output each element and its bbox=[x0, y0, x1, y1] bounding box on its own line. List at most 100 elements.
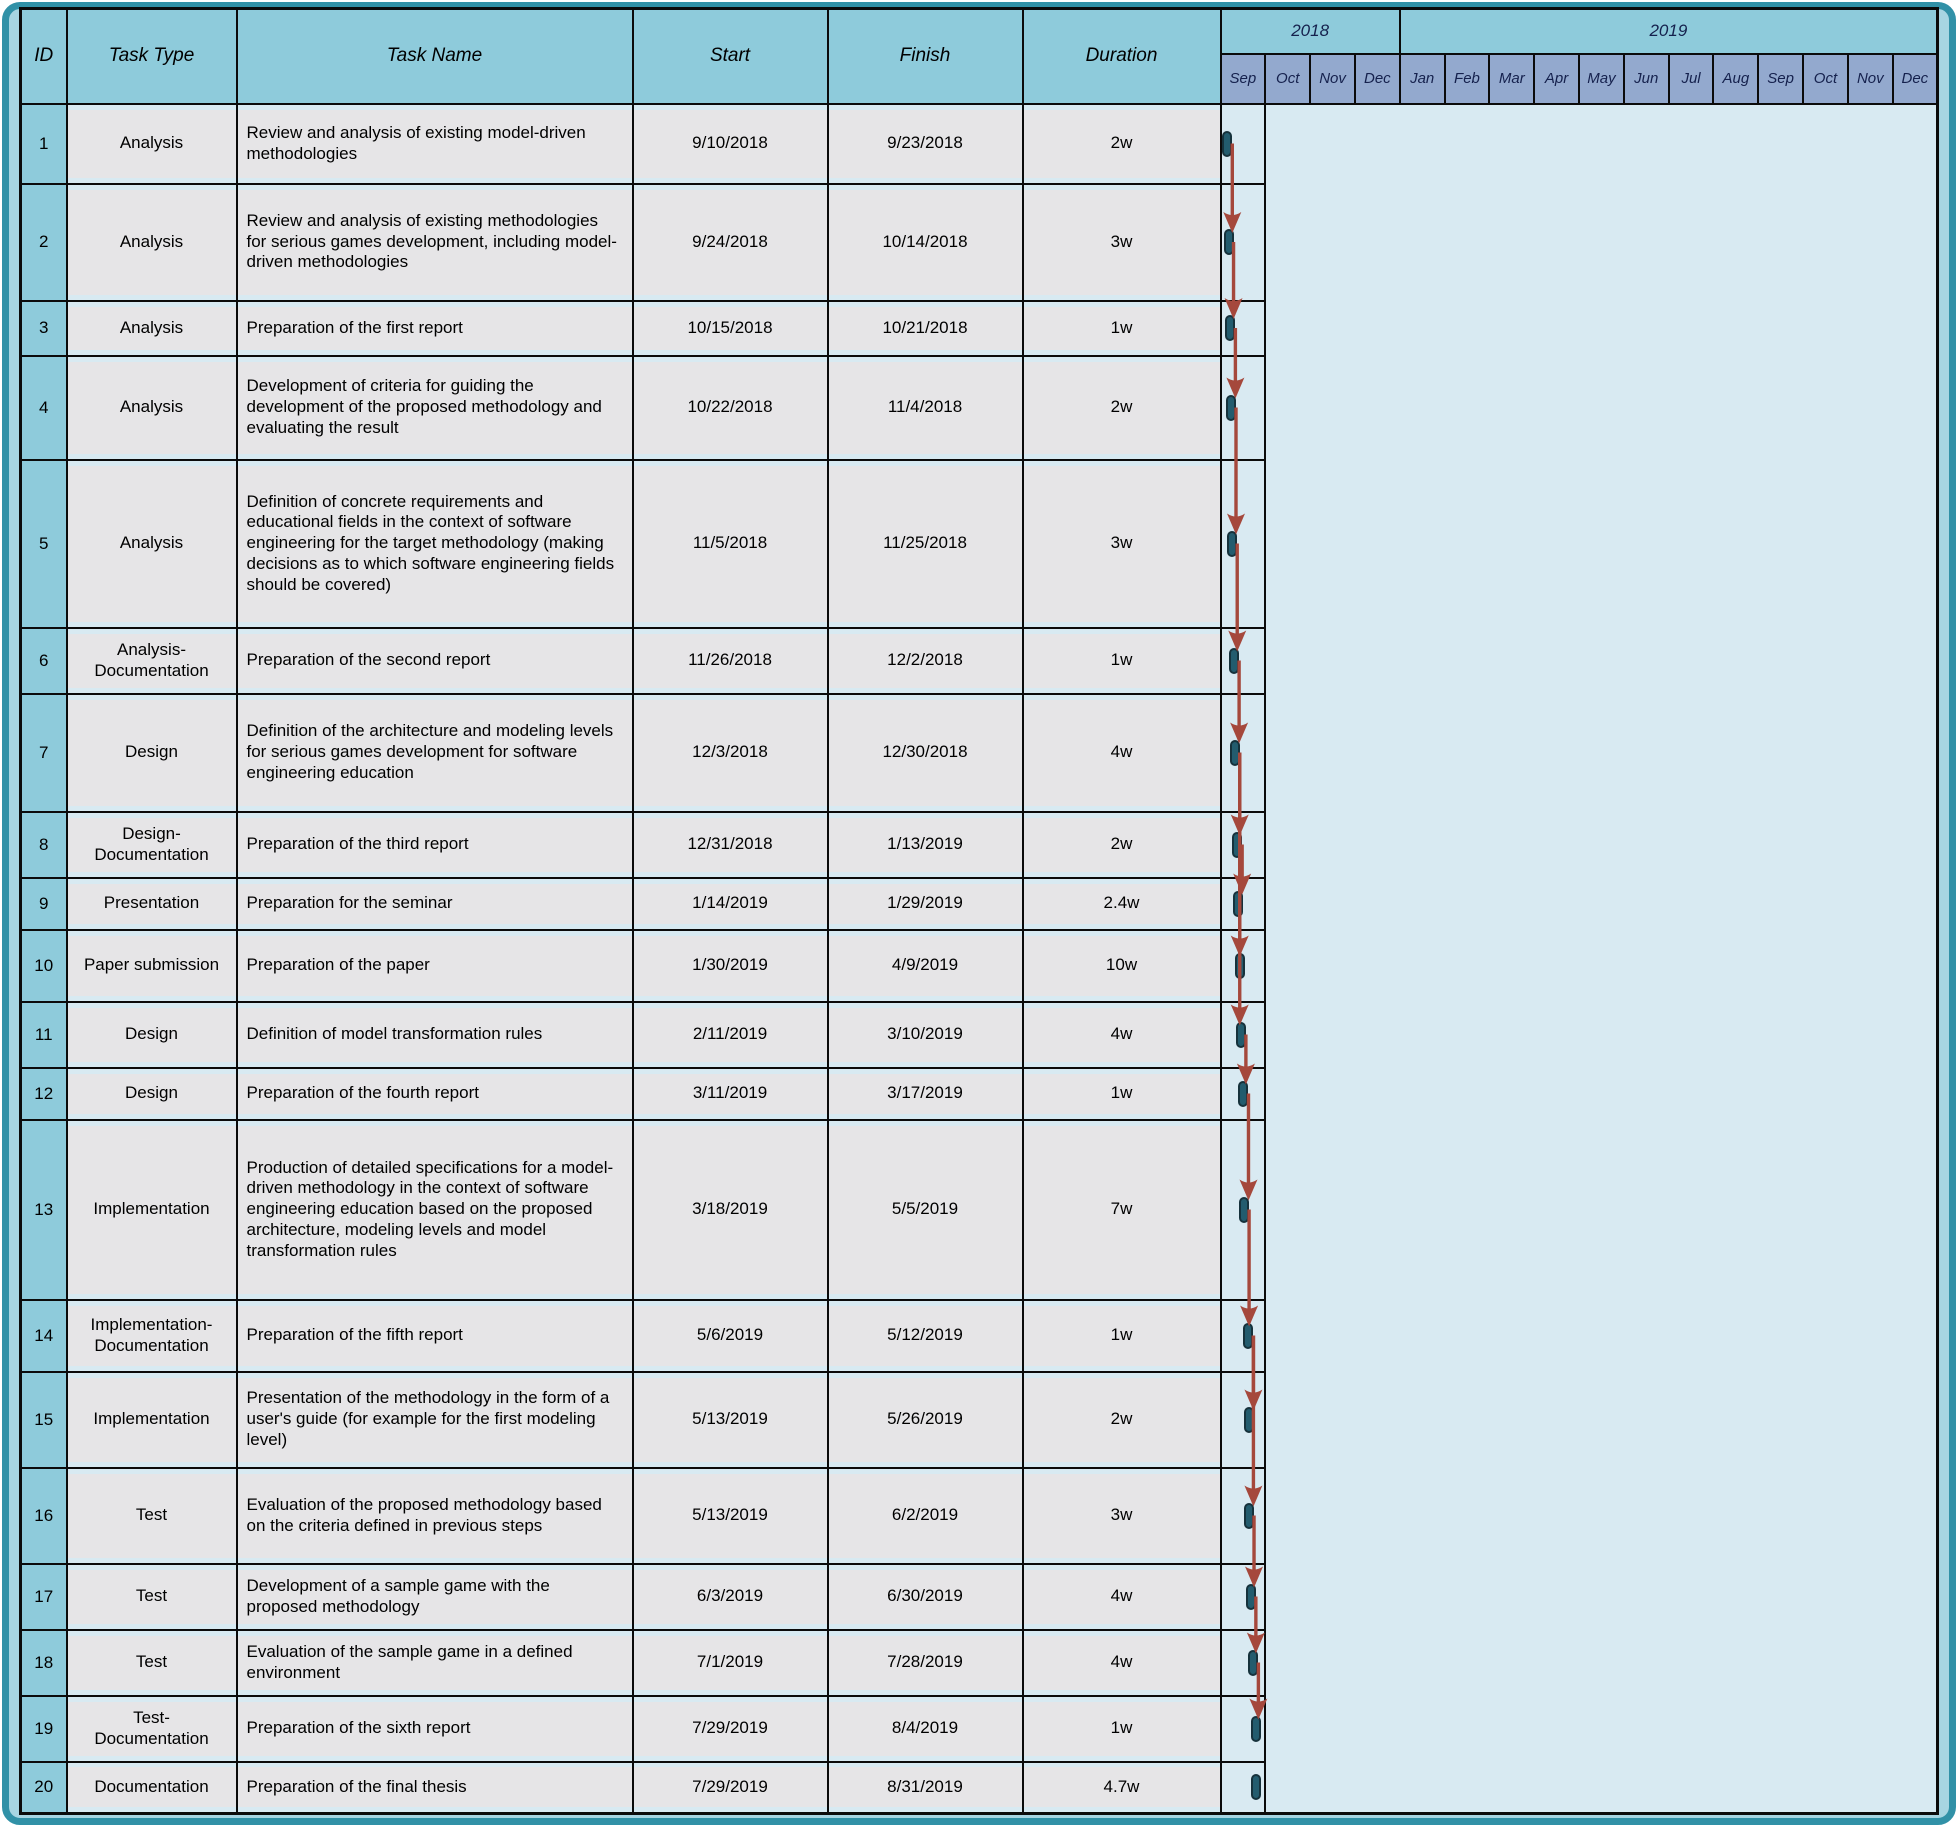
task-finish-cell: 10/14/2018 bbox=[826, 182, 1024, 302]
gantt-row-15 bbox=[1219, 1370, 1267, 1469]
task-duration-cell: 7w bbox=[1021, 1118, 1222, 1301]
gantt-bar-task-3 bbox=[1225, 315, 1236, 341]
task-type: Analysis bbox=[67, 189, 236, 295]
month-header-dec: Dec bbox=[1353, 52, 1401, 105]
gantt-bar-task-14 bbox=[1243, 1322, 1254, 1349]
task-start: 5/6/2019 bbox=[633, 1305, 827, 1366]
month-header-apr: Apr bbox=[1533, 52, 1580, 105]
task-duration-cell: 4w bbox=[1021, 1000, 1222, 1069]
task-row-7: 7 Design Definition of the architecture an… bbox=[19, 692, 1938, 813]
task-duration-cell: 2w bbox=[1021, 810, 1222, 879]
task-row-18: 18 Test Evaluation of the sample game in a… bbox=[19, 1628, 1938, 1697]
task-finish-cell: 5/26/2019 bbox=[826, 1370, 1024, 1469]
gantt-bar-task-11 bbox=[1235, 1021, 1246, 1048]
task-start: 12/31/2018 bbox=[633, 817, 827, 872]
task-id: 1 bbox=[19, 102, 68, 185]
task-start-cell: 10/15/2018 bbox=[631, 299, 829, 357]
task-finish: 7/28/2019 bbox=[828, 1635, 1022, 1690]
task-id: 8 bbox=[19, 810, 68, 879]
task-finish-cell: 5/5/2019 bbox=[826, 1118, 1024, 1301]
task-duration-cell: 3w bbox=[1021, 1466, 1222, 1565]
task-name: Definition of the architecture and model… bbox=[237, 699, 632, 806]
task-start: 7/29/2019 bbox=[633, 1767, 827, 1808]
task-id: 14 bbox=[19, 1298, 68, 1373]
col-header-id: ID bbox=[19, 7, 68, 105]
task-row-10: 10 Paper submission Preparation of the pap… bbox=[19, 928, 1938, 1003]
year-header-2019: 2019 bbox=[1398, 7, 1939, 55]
task-finish: 9/23/2018 bbox=[828, 109, 1022, 178]
task-finish-cell: 12/2/2018 bbox=[826, 626, 1024, 695]
task-id: 3 bbox=[19, 299, 68, 357]
task-start-cell: 9/24/2018 bbox=[631, 182, 829, 302]
task-start-cell: 7/1/2019 bbox=[631, 1628, 829, 1697]
task-name: Evaluation of the sample game in a defin… bbox=[237, 1635, 632, 1690]
task-type-cell: Test bbox=[65, 1466, 238, 1565]
task-duration-cell: 1w bbox=[1021, 626, 1222, 695]
task-duration: 1w bbox=[1023, 633, 1220, 688]
task-finish: 1/13/2019 bbox=[828, 817, 1022, 872]
task-name: Preparation of the second report bbox=[237, 633, 632, 688]
month-header-feb: Feb bbox=[1443, 52, 1491, 105]
task-finish: 1/29/2019 bbox=[828, 883, 1022, 924]
task-id: 10 bbox=[19, 928, 68, 1003]
gantt-row-8 bbox=[1219, 810, 1267, 879]
gantt-bar-task-13 bbox=[1239, 1196, 1250, 1223]
task-duration: 4w bbox=[1023, 699, 1220, 806]
task-start-cell: 11/26/2018 bbox=[631, 626, 829, 695]
task-name: Preparation of the fifth report bbox=[237, 1305, 632, 1366]
year-header-2018: 2018 bbox=[1219, 7, 1401, 55]
task-id: 15 bbox=[19, 1370, 68, 1469]
task-row-15: 15 Implementation Presentation of the meth… bbox=[19, 1370, 1938, 1469]
task-finish: 12/30/2018 bbox=[828, 699, 1022, 806]
task-name-cell: Development of criteria for guiding the … bbox=[235, 354, 634, 461]
task-name-cell: Evaluation of the proposed methodology b… bbox=[235, 1466, 634, 1565]
task-type: Paper submission bbox=[67, 935, 236, 996]
task-duration: 4w bbox=[1023, 1569, 1220, 1624]
task-name: Definition of concrete requirements and … bbox=[237, 465, 632, 622]
task-start-cell: 5/13/2019 bbox=[631, 1466, 829, 1565]
task-start-cell: 3/11/2019 bbox=[631, 1066, 829, 1121]
task-type: Implementation bbox=[67, 1377, 236, 1462]
month-header-oct: Oct bbox=[1264, 52, 1312, 105]
gantt-row-6 bbox=[1219, 626, 1267, 695]
task-start: 11/5/2018 bbox=[633, 465, 827, 622]
task-row-9: 9 Presentation Preparation for the seminar… bbox=[19, 876, 1938, 931]
task-row-3: 3 Analysis Preparation of the first report… bbox=[19, 299, 1938, 357]
month-header-jun: Jun bbox=[1622, 52, 1670, 105]
task-row-1: 1 Analysis Review and analysis of existing… bbox=[19, 102, 1938, 185]
task-start: 9/24/2018 bbox=[633, 189, 827, 295]
task-duration: 1w bbox=[1023, 306, 1220, 350]
task-type-cell: Documentation bbox=[65, 1760, 238, 1815]
task-type: Presentation bbox=[67, 883, 236, 924]
task-name-cell: Preparation of the second report bbox=[235, 626, 634, 695]
task-duration-cell: 1w bbox=[1021, 299, 1222, 357]
task-finish-cell: 1/29/2019 bbox=[826, 876, 1024, 931]
task-finish-cell: 3/17/2019 bbox=[826, 1066, 1024, 1121]
gantt-bar-task-20 bbox=[1250, 1774, 1261, 1801]
task-type: Test bbox=[67, 1473, 236, 1558]
task-start: 7/1/2019 bbox=[633, 1635, 827, 1690]
task-type: Implementation bbox=[67, 1125, 236, 1294]
task-id: 11 bbox=[19, 1000, 68, 1069]
gantt-table-wrap: ID Task Type Task Name Start Finish Dura… bbox=[19, 7, 1940, 1815]
task-row-11: 11 Design Definition of model transformati… bbox=[19, 1000, 1938, 1069]
month-header-sep: Sep bbox=[1757, 52, 1805, 105]
task-name: Preparation of the sixth report bbox=[237, 1701, 632, 1756]
task-row-5: 5 Analysis Definition of concrete requirem… bbox=[19, 458, 1938, 629]
task-duration: 2w bbox=[1023, 817, 1220, 872]
task-finish: 3/17/2019 bbox=[828, 1073, 1022, 1114]
task-duration: 4.7w bbox=[1023, 1767, 1220, 1808]
gantt-bar-task-4 bbox=[1226, 394, 1236, 421]
task-finish: 5/5/2019 bbox=[828, 1125, 1022, 1294]
gantt-row-18 bbox=[1219, 1628, 1267, 1697]
gantt-bar-task-18 bbox=[1248, 1649, 1259, 1676]
task-duration: 2w bbox=[1023, 1377, 1220, 1462]
task-start: 7/29/2019 bbox=[633, 1701, 827, 1756]
task-duration: 10w bbox=[1023, 935, 1220, 996]
task-type: Analysis-Documentation bbox=[67, 633, 236, 688]
task-finish: 3/10/2019 bbox=[828, 1007, 1022, 1062]
task-finish: 11/4/2018 bbox=[828, 361, 1022, 454]
month-header-aug: Aug bbox=[1712, 52, 1760, 105]
task-row-13: 13 Implementation Production of detailed s… bbox=[19, 1118, 1938, 1301]
task-duration-cell: 2w bbox=[1021, 1370, 1222, 1469]
